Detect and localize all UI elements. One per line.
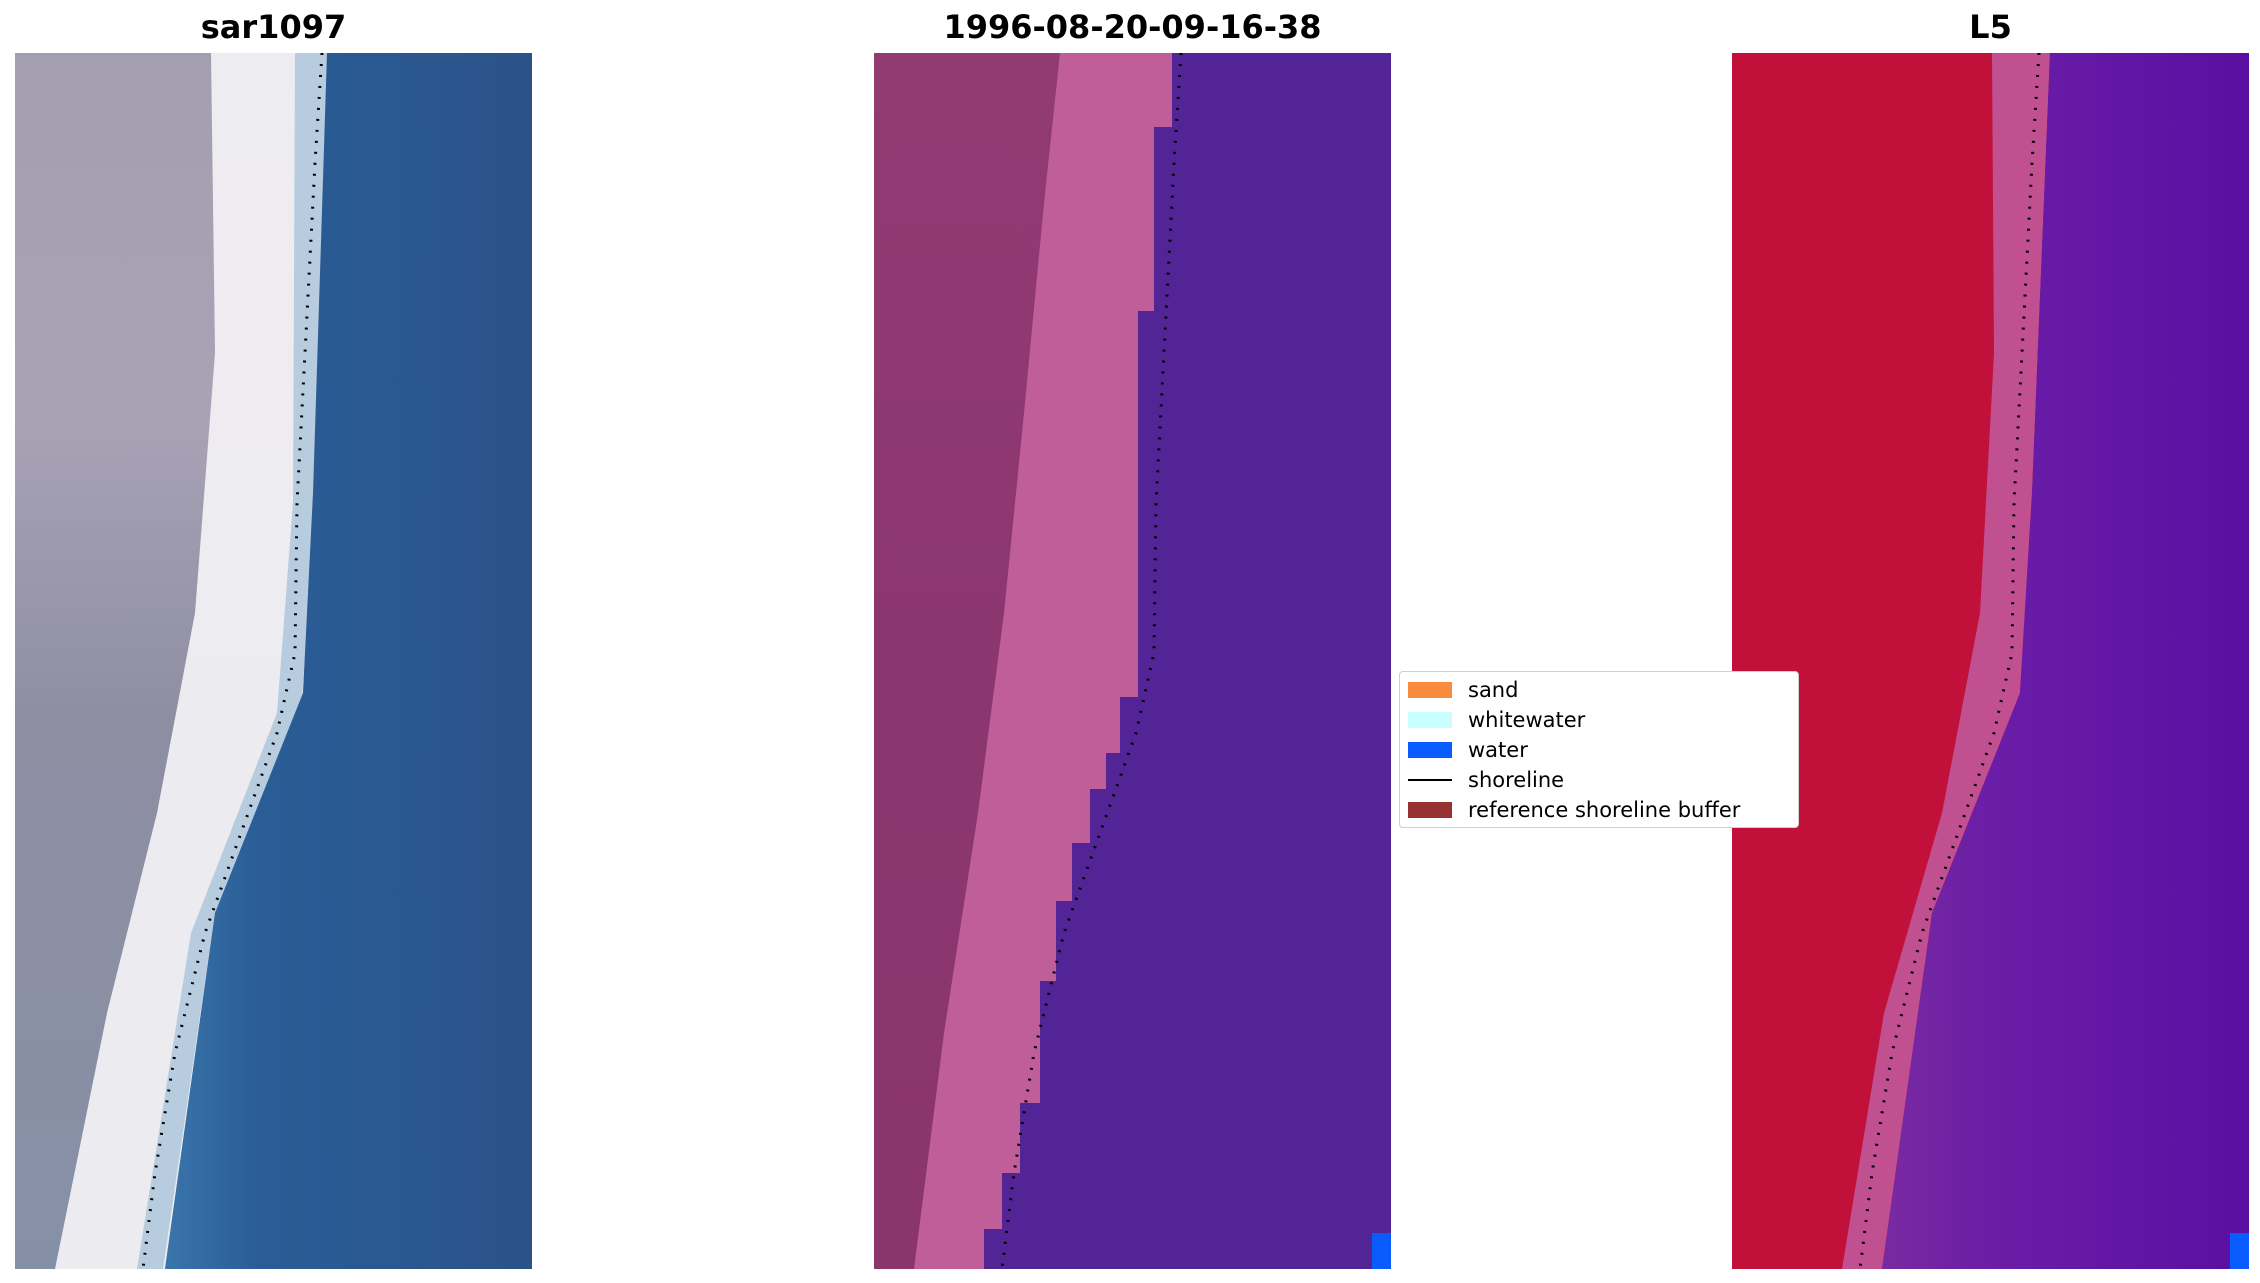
classification-image <box>874 53 1391 1269</box>
panel-title-classification: 1996-08-20-09-16-38 <box>943 8 1322 46</box>
legend-item-water: water <box>1408 735 1528 765</box>
rgb-image <box>15 53 532 1269</box>
legend: sand whitewater water shoreline referenc… <box>1399 671 1799 828</box>
classification-panel <box>874 53 1391 1269</box>
legend-label-water: water <box>1468 738 1528 762</box>
legend-swatch-whitewater <box>1408 712 1452 728</box>
rgb-swash-zone <box>137 53 327 1269</box>
legend-label-whitewater: whitewater <box>1468 708 1586 732</box>
rgb-image-panel <box>15 53 532 1269</box>
index-beach-area <box>1842 53 2050 1269</box>
class-water-corner <box>1372 1233 1391 1269</box>
legend-swatch-water <box>1408 742 1452 758</box>
index-shoreline <box>1858 53 2041 1269</box>
class-beach-area <box>914 53 1172 1269</box>
class-water-area <box>984 53 1391 1269</box>
legend-item-reference-buffer: reference shoreline buffer <box>1408 795 1740 825</box>
rgb-shoreline <box>141 53 324 1269</box>
legend-label-reference-buffer: reference shoreline buffer <box>1468 798 1741 822</box>
rgb-water-area <box>165 53 532 1269</box>
legend-label-shoreline: shoreline <box>1468 768 1565 792</box>
legend-label-sand: sand <box>1468 678 1519 702</box>
legend-line-shoreline <box>1408 779 1452 781</box>
legend-swatch-reference-buffer <box>1408 802 1452 818</box>
panel-title-index: L5 <box>1969 8 2012 46</box>
index-water-corner <box>2230 1233 2249 1269</box>
index-image <box>1732 53 2249 1269</box>
legend-item-shoreline: shoreline <box>1408 765 1564 795</box>
index-panel <box>1732 53 2249 1269</box>
legend-swatch-sand <box>1408 682 1452 698</box>
index-water-area <box>1882 53 2249 1269</box>
legend-item-sand: sand <box>1408 675 1518 705</box>
legend-item-whitewater: whitewater <box>1408 705 1585 735</box>
panel-title-rgb: sar1097 <box>200 8 347 46</box>
class-shoreline <box>1000 53 1183 1269</box>
rgb-beach-area <box>55 53 326 1269</box>
